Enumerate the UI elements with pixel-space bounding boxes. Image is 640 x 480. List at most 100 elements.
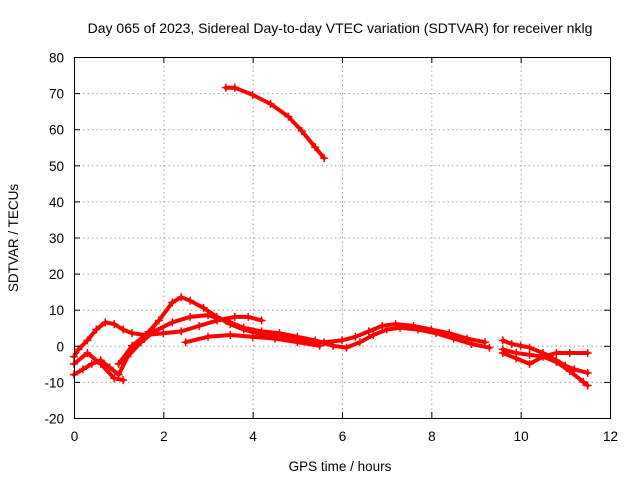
data-point bbox=[177, 293, 186, 302]
data-point bbox=[512, 354, 521, 363]
data-point bbox=[579, 377, 588, 386]
series-track-e bbox=[181, 330, 324, 350]
y-tick-label: -10 bbox=[44, 375, 64, 390]
data-point bbox=[338, 336, 346, 345]
data-point bbox=[92, 325, 101, 334]
data-point bbox=[78, 365, 87, 374]
data-point bbox=[583, 349, 592, 358]
data-point bbox=[101, 318, 110, 327]
x-tick-label: 12 bbox=[603, 429, 618, 444]
data-point bbox=[284, 112, 293, 121]
data-point bbox=[329, 341, 338, 350]
data-point bbox=[226, 330, 235, 339]
data-point bbox=[248, 90, 257, 99]
data-point bbox=[204, 311, 212, 320]
y-tick-label: 20 bbox=[49, 267, 64, 282]
data-point bbox=[87, 359, 96, 368]
data-point bbox=[498, 336, 507, 345]
y-tick-label: 10 bbox=[49, 303, 64, 318]
data-point bbox=[199, 303, 208, 312]
y-tick-label: 60 bbox=[49, 123, 64, 138]
data-point bbox=[396, 323, 405, 332]
tick-layer: 0 2 4 6 8 10 12 -20 -10 0 10 20 30 40 50 60 70 80 bbox=[44, 51, 618, 445]
data-point bbox=[525, 343, 534, 352]
data-point bbox=[364, 327, 373, 336]
data-point bbox=[382, 325, 391, 334]
data-point bbox=[570, 365, 579, 374]
data-point bbox=[539, 352, 547, 361]
data-point bbox=[168, 298, 177, 307]
data-point bbox=[221, 83, 230, 92]
data-point bbox=[159, 329, 168, 338]
series-track-high bbox=[221, 83, 329, 163]
data-point bbox=[485, 343, 494, 352]
x-tick-label: 6 bbox=[339, 429, 347, 444]
data-point bbox=[565, 349, 574, 358]
data-point bbox=[168, 318, 177, 327]
data-point bbox=[369, 330, 378, 339]
series-line bbox=[72, 351, 126, 383]
data-point bbox=[96, 359, 105, 368]
x-tick-label: 0 bbox=[71, 429, 79, 444]
data-point bbox=[315, 341, 324, 350]
y-tick-label: -20 bbox=[44, 412, 64, 427]
data-point bbox=[110, 320, 119, 329]
data-point bbox=[230, 83, 239, 92]
data-point bbox=[123, 352, 132, 361]
data-point bbox=[583, 381, 592, 390]
data-point bbox=[257, 316, 266, 325]
data-point bbox=[351, 332, 360, 341]
data-point bbox=[150, 327, 159, 336]
data-point bbox=[154, 316, 163, 325]
data-point bbox=[239, 323, 248, 332]
y-tick-label: 70 bbox=[49, 87, 64, 102]
data-point bbox=[342, 343, 351, 352]
data-point bbox=[355, 338, 364, 347]
x-tick-label: 4 bbox=[249, 429, 257, 444]
data-point bbox=[552, 349, 561, 358]
data-point bbox=[293, 338, 302, 347]
data-point bbox=[230, 312, 239, 321]
data-point bbox=[378, 321, 387, 330]
chart-title: Day 065 of 2023, Sidereal Day-to-day VTE… bbox=[88, 20, 593, 36]
y-tick-label: 50 bbox=[49, 159, 64, 174]
data-point bbox=[297, 127, 306, 136]
data-point bbox=[311, 143, 320, 152]
data-point bbox=[516, 341, 525, 350]
data-point bbox=[83, 336, 92, 345]
data-point bbox=[552, 358, 561, 367]
data-point bbox=[119, 376, 128, 385]
x-tick-label: 10 bbox=[514, 429, 529, 444]
y-tick-label: 80 bbox=[49, 51, 64, 66]
data-point bbox=[257, 327, 266, 336]
data-point bbox=[507, 339, 516, 348]
x-axis-label: GPS time / hours bbox=[289, 459, 392, 474]
data-point bbox=[114, 359, 123, 368]
data-point bbox=[186, 312, 195, 321]
data-point bbox=[244, 312, 253, 321]
series-track-c bbox=[70, 311, 494, 379]
series-track-h bbox=[498, 349, 592, 368]
data-point bbox=[565, 367, 574, 376]
data-point bbox=[221, 316, 230, 325]
data-point bbox=[467, 339, 476, 348]
data-point bbox=[275, 329, 284, 338]
data-point bbox=[128, 329, 137, 338]
data-point bbox=[525, 350, 534, 359]
data-point bbox=[449, 334, 458, 343]
data-point bbox=[320, 154, 329, 163]
data-point bbox=[119, 325, 128, 334]
data-point bbox=[186, 296, 195, 305]
y-tick-label: 0 bbox=[56, 339, 64, 354]
data-point bbox=[413, 325, 422, 334]
y-tick-label: 30 bbox=[49, 231, 64, 246]
series-layer bbox=[70, 83, 592, 390]
data-point bbox=[266, 99, 275, 108]
data-point bbox=[498, 349, 507, 358]
y-axis-label: SDTVAR / TECUs bbox=[6, 184, 21, 293]
y-tick-label: 40 bbox=[49, 195, 64, 210]
x-tick-label: 8 bbox=[428, 429, 436, 444]
data-point bbox=[431, 329, 440, 338]
data-point bbox=[105, 363, 114, 372]
data-point bbox=[83, 349, 92, 358]
